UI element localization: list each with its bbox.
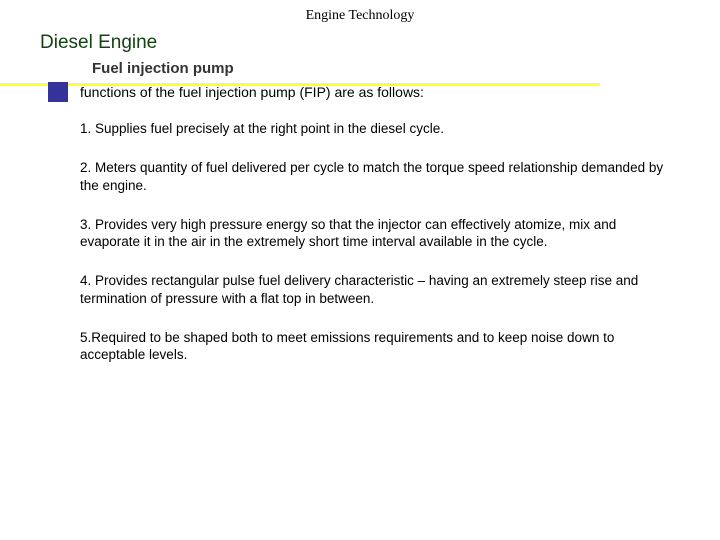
list-item: 3. Provides very high pressure energy so… bbox=[80, 216, 670, 251]
page-subtitle: Fuel injection pump bbox=[92, 60, 234, 77]
bullet-square-icon bbox=[48, 82, 68, 102]
page-header: Engine Technology bbox=[0, 8, 720, 24]
page-title: Diesel Engine bbox=[40, 32, 157, 54]
content-list: 1. Supplies fuel precisely at the right … bbox=[80, 120, 670, 385]
list-item: 2. Meters quantity of fuel delivered per… bbox=[80, 159, 670, 194]
list-item: 1. Supplies fuel precisely at the right … bbox=[80, 120, 670, 137]
intro-text: functions of the fuel injection pump (FI… bbox=[80, 84, 424, 100]
list-item: 4. Provides rectangular pulse fuel deliv… bbox=[80, 272, 670, 307]
list-item: 5.Required to be shaped both to meet emi… bbox=[80, 329, 670, 364]
